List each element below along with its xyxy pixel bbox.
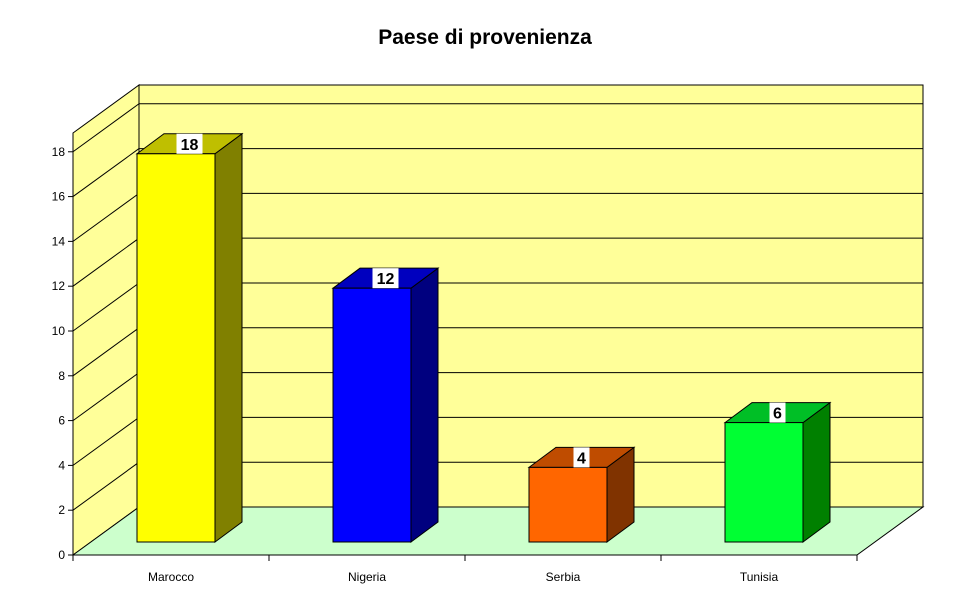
- bar-side: [214, 132, 243, 543]
- gridline: [72, 282, 140, 332]
- data-label-bg: [769, 402, 786, 423]
- data-label-bg: [573, 447, 590, 468]
- bar-nigeria: [331, 267, 440, 543]
- bar-marocco: [135, 132, 244, 543]
- y-tick-label: 16: [52, 190, 66, 204]
- y-tick-label: 4: [58, 458, 65, 472]
- axes: 0 2 4 6 8 10 12 14 16 18 Marocco Nigeria Serbia Tunis…: [52, 133, 858, 584]
- x-tick-label: Nigeria: [348, 570, 386, 584]
- data-label-bg: [372, 268, 399, 289]
- bar-front: [528, 466, 608, 543]
- data-labels: 18 12 4 6: [176, 133, 786, 468]
- y-tick-label: 8: [58, 369, 65, 383]
- data-label: 4: [577, 450, 586, 467]
- gridline: [72, 461, 140, 511]
- data-label: 18: [181, 137, 199, 154]
- bar-side: [802, 401, 831, 543]
- gridline: [72, 416, 140, 466]
- data-label: 6: [773, 406, 782, 423]
- gridline: [72, 237, 140, 287]
- y-tick-label: 18: [52, 145, 66, 159]
- gridline: [72, 372, 140, 421]
- x-tick-label: Tunisia: [740, 570, 779, 584]
- y-tick-label: 2: [58, 503, 65, 517]
- gridline: [72, 327, 140, 377]
- bar-front: [724, 422, 804, 543]
- bar-front: [332, 287, 412, 543]
- gridline: [72, 148, 140, 197]
- bar-tunisia: [723, 401, 832, 543]
- x-tick-label: Marocco: [148, 570, 194, 584]
- y-tick-label: 12: [52, 279, 66, 293]
- y-tick-label: 10: [52, 324, 66, 338]
- y-tick-label: 14: [52, 234, 66, 248]
- y-tick-label: 6: [58, 414, 65, 428]
- x-tick-label: Serbia: [546, 570, 581, 584]
- bar-front: [136, 153, 216, 543]
- data-label: 12: [377, 271, 395, 288]
- bar-side: [410, 267, 439, 543]
- y-tick-label: 0: [58, 548, 65, 562]
- chart-title: Paese di provenienza: [378, 26, 592, 49]
- data-label-bg: [176, 133, 203, 154]
- gridline: [72, 103, 140, 153]
- gridline: [72, 192, 140, 242]
